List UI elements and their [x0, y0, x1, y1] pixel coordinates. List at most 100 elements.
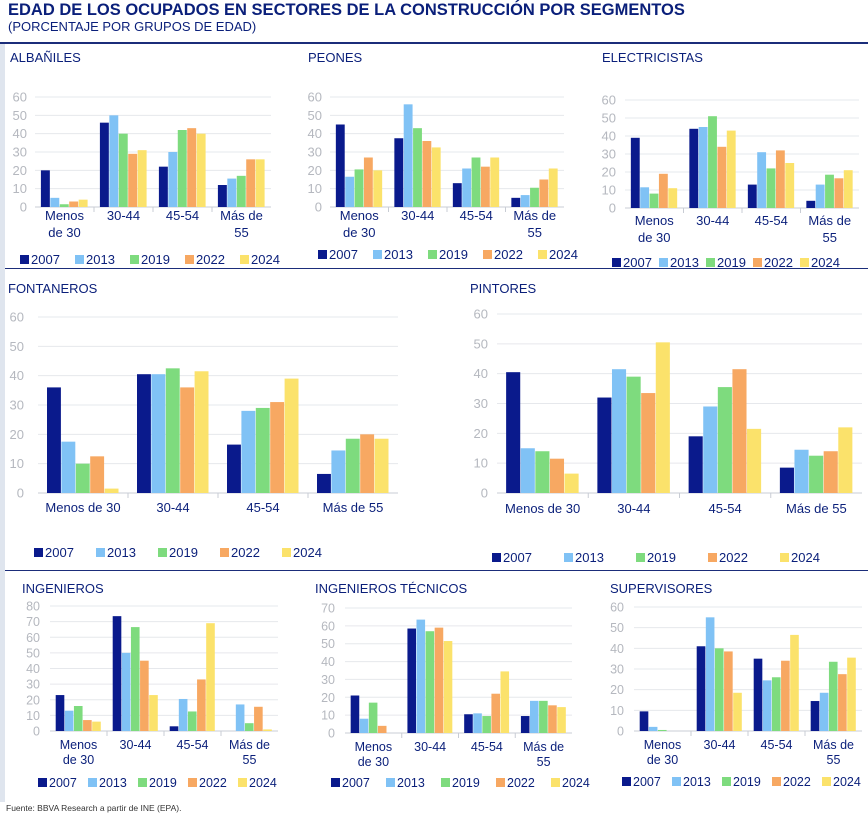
legend-label: 2013 — [384, 247, 413, 262]
bar-2007 — [696, 646, 706, 731]
bar-2019 — [471, 157, 481, 207]
y-tick-label: 0 — [17, 486, 24, 501]
category-label: de 30 — [63, 753, 94, 767]
y-tick-label: 50 — [13, 108, 27, 123]
bar-2013 — [462, 168, 472, 207]
chart-supervisores: SUPERVISORES 0 10 20 30 40 50 60 Menos de 30 30-44… — [600, 575, 868, 797]
bar-2024 — [194, 371, 209, 493]
category-label: Más de 55 — [323, 500, 384, 515]
bar-2007 — [747, 184, 757, 208]
bar-2007 — [689, 128, 699, 208]
category-label: 45-54 — [761, 738, 793, 752]
legend-swatch — [188, 778, 197, 787]
category-label: 30-44 — [107, 208, 140, 223]
category-label: Menos — [635, 213, 675, 228]
bar-2024 — [206, 623, 215, 731]
bar-2022 — [775, 150, 785, 208]
legend-label: 2019 — [439, 247, 468, 262]
bar-2007 — [597, 397, 612, 493]
category-label: 30-44 — [120, 738, 152, 752]
bar-2019 — [165, 368, 180, 493]
category-label: 30-44 — [696, 213, 729, 228]
legend-label: 2022 — [507, 776, 535, 790]
category-label: Menos — [60, 738, 98, 752]
category-label: 30-44 — [401, 208, 434, 223]
category-label: Menos de 30 — [45, 500, 120, 515]
legend-label: 2013 — [670, 255, 699, 270]
legend-label: 2022 — [764, 255, 793, 270]
legend-label: 2024 — [293, 545, 322, 560]
left-border — [0, 44, 5, 802]
bar-2007 — [753, 658, 763, 731]
legend-label: 2019 — [141, 252, 170, 267]
bar-2007 — [810, 701, 820, 731]
chart-svg: ALBAÑILES 0 10 20 30 40 50 60 Menos de 30 30-44 45-… — [10, 50, 280, 267]
legend-swatch — [34, 548, 43, 557]
bar-2019 — [118, 133, 128, 207]
chart-peones: PEONES 0 10 20 30 40 50 60 Menos de 30 30-44 45-54 M… — [298, 45, 590, 267]
chart-svg: ELECTRICISTAS 0 10 20 30 40 50 60 Menos de 30 30-4… — [602, 50, 859, 270]
bar-2013 — [345, 176, 355, 207]
bar-2022 — [480, 166, 490, 207]
legend-label: 2013 — [575, 550, 604, 565]
legend-swatch — [492, 553, 501, 562]
bar-2013 — [241, 410, 256, 493]
bar-2022 — [128, 153, 138, 207]
legend-swatch — [88, 778, 97, 787]
bar-2022 — [90, 456, 105, 493]
category-label: Menos — [45, 208, 85, 223]
bar-2022 — [732, 369, 747, 493]
bar-2019 — [59, 204, 69, 207]
bar-2024 — [564, 473, 579, 493]
y-tick-label: 30 — [602, 147, 616, 162]
bar-2013 — [762, 680, 772, 731]
chart-title: INGENIEROS TÉCNICOS — [315, 581, 468, 596]
bar-2022 — [363, 157, 373, 207]
y-tick-label: 0 — [20, 200, 27, 215]
bar-2013 — [227, 178, 237, 207]
y-tick-label: 70 — [26, 615, 40, 629]
category-label: Más de — [229, 738, 270, 752]
bar-2013 — [640, 187, 650, 208]
bar-2022 — [434, 627, 444, 733]
y-tick-label: 10 — [474, 456, 488, 471]
divider — [0, 42, 868, 44]
y-tick-label: 50 — [474, 336, 488, 351]
bar-2019 — [73, 706, 83, 731]
page-title: EDAD DE LOS OCUPADOS EN SECTORES DE LA C… — [8, 1, 685, 19]
legend-label: 2022 — [494, 247, 523, 262]
bar-2022 — [658, 173, 668, 208]
bar-2019 — [345, 438, 360, 493]
bar-2019 — [130, 627, 140, 731]
y-tick-label: 10 — [321, 709, 335, 723]
bar-2022 — [834, 178, 844, 208]
bar-2019 — [177, 130, 187, 207]
legend-label: 2019 — [733, 775, 761, 789]
bar-2007 — [806, 200, 816, 208]
legend-swatch — [538, 250, 547, 259]
bar-2007 — [779, 467, 794, 493]
bar-2019 — [717, 387, 732, 493]
y-tick-label: 70 — [321, 602, 335, 616]
legend-swatch — [386, 778, 395, 787]
category-label: 55 — [823, 230, 837, 245]
chart-title: PINTORES — [470, 281, 537, 296]
category-label: Menos — [340, 208, 380, 223]
bar-2013 — [648, 726, 658, 731]
y-tick-label: 20 — [10, 427, 24, 442]
bar-2019 — [649, 193, 659, 208]
category-label: Más de — [513, 208, 556, 223]
bar-2019 — [809, 455, 824, 493]
bar-2022 — [270, 402, 285, 493]
category-label: de 30 — [48, 225, 81, 240]
legend-label: 2013 — [397, 776, 425, 790]
bar-2007 — [407, 628, 417, 733]
category-label: de 30 — [358, 755, 389, 769]
bar-2024 — [655, 342, 670, 493]
category-label: 45-54 — [755, 213, 788, 228]
bar-2019 — [825, 174, 834, 208]
category-label: 30-44 — [156, 500, 189, 515]
legend-label: 2013 — [107, 545, 136, 560]
category-label: Menos — [355, 740, 393, 754]
